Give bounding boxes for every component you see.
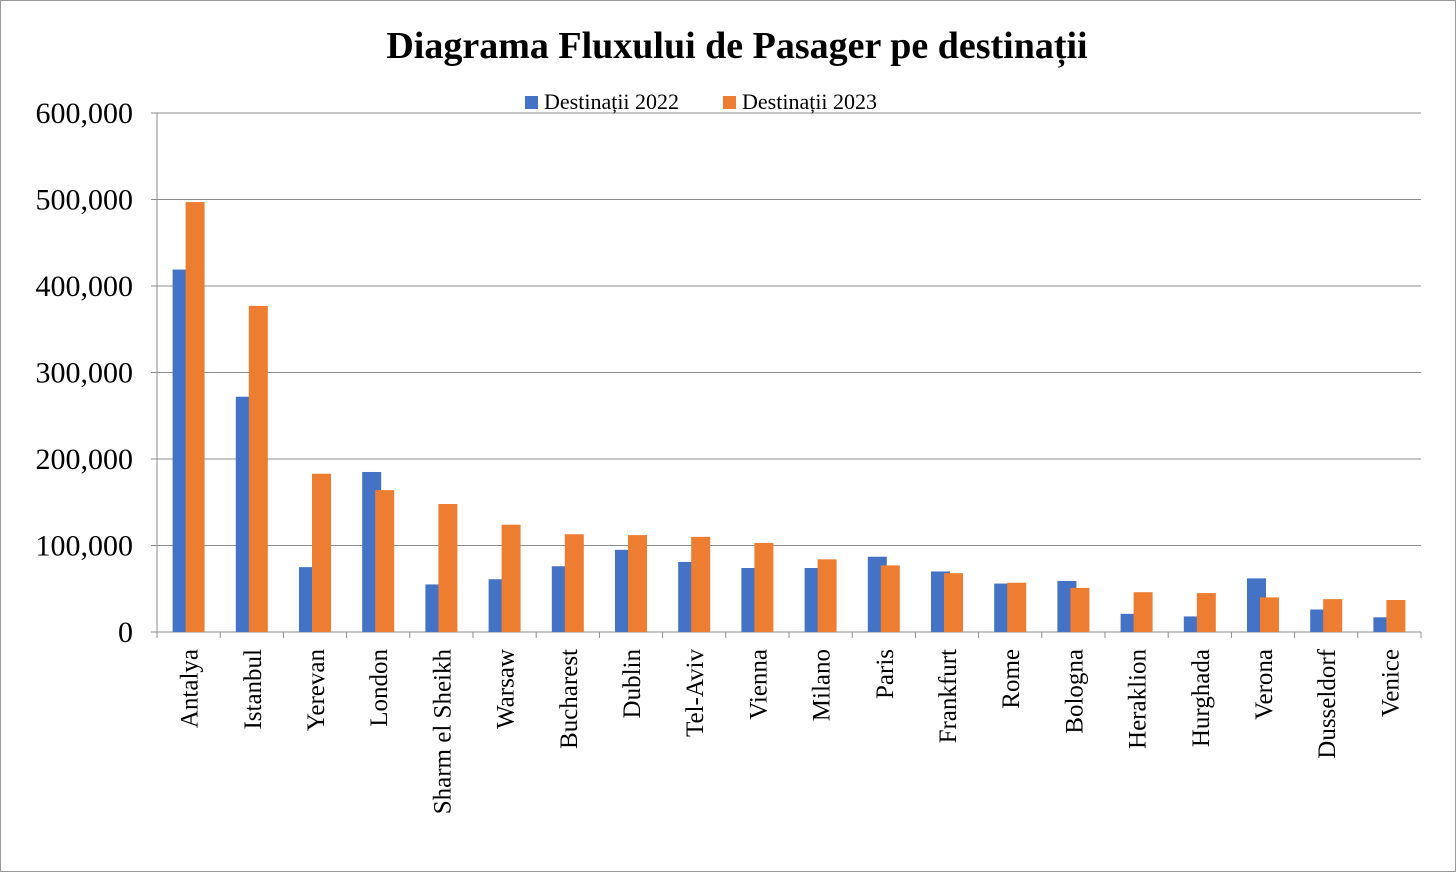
y-tick-label: 400,000 bbox=[36, 270, 134, 303]
category-label: Frankfurt bbox=[935, 649, 962, 743]
legend-swatch bbox=[723, 96, 736, 109]
category-label: Dublin bbox=[619, 649, 646, 719]
category-label: Warsaw bbox=[493, 649, 520, 729]
bar-sharm-el-sheikh-series-2 bbox=[438, 503, 458, 632]
bar-milano-series-2 bbox=[817, 559, 837, 632]
bar-tel-aviv-series-2 bbox=[691, 536, 711, 632]
y-tick-label: 100,000 bbox=[36, 530, 134, 563]
category-label: Hurghada bbox=[1188, 649, 1215, 747]
bar-yerevan-series-2 bbox=[312, 473, 331, 632]
bar-istanbul-series-2 bbox=[248, 305, 268, 632]
y-tick-label: 0 bbox=[118, 616, 133, 649]
category-label: Heraklion bbox=[1125, 649, 1152, 749]
category-label: Antalya bbox=[177, 649, 204, 728]
category-label: Rome bbox=[998, 649, 1025, 709]
y-tick-label: 500,000 bbox=[36, 184, 134, 217]
bar-dublin-series-2 bbox=[628, 535, 647, 632]
category-label: Verona bbox=[1251, 649, 1278, 720]
category-label: Bucharest bbox=[556, 649, 583, 749]
bar-paris-series-2 bbox=[880, 565, 900, 632]
bar-rome-series-2 bbox=[1007, 582, 1027, 632]
category-label: Vienna bbox=[745, 649, 772, 720]
category-label: Sharm el Sheikh bbox=[429, 649, 456, 815]
bar-vienna-series-2 bbox=[754, 542, 774, 632]
bar-venice-series-2 bbox=[1386, 599, 1406, 632]
bars bbox=[172, 202, 1406, 632]
bar-hurghada-series-2 bbox=[1196, 593, 1216, 632]
category-label: Bologna bbox=[1061, 649, 1088, 734]
bar-london-series-2 bbox=[375, 490, 395, 632]
bar-dusseldorf-series-2 bbox=[1323, 599, 1343, 632]
category-label: Istanbul bbox=[240, 649, 267, 730]
bar-bologna-series-2 bbox=[1070, 587, 1090, 632]
y-tick-label: 300,000 bbox=[36, 357, 134, 390]
chart-title: Diagrama Fluxului de Pasager pe destinaț… bbox=[386, 25, 1087, 68]
category-label: Dusseldorf bbox=[1314, 648, 1341, 758]
axes bbox=[151, 112, 1422, 638]
category-label: Milano bbox=[809, 649, 836, 721]
y-tick-label: 600,000 bbox=[36, 97, 134, 130]
bar-verona-series-2 bbox=[1260, 597, 1279, 632]
y-axis-ticks: 0 100,000 200,000 300,000 400,000 500,000 600,… bbox=[36, 97, 134, 649]
bar-frankfurt-series-2 bbox=[944, 573, 963, 632]
legend-label: Destinații 2023 bbox=[742, 89, 877, 114]
category-label: Paris bbox=[872, 649, 899, 699]
category-label: Venice bbox=[1377, 649, 1404, 717]
bar-antalya-series-2 bbox=[185, 202, 205, 632]
bar-bucharest-series-2 bbox=[564, 534, 584, 632]
x-axis-category-labels: Antalya Istanbul Yerevan London Sharm el She… bbox=[177, 648, 1405, 814]
legend: Destinații 2022 Destinații 2023 bbox=[525, 89, 877, 114]
category-label: London bbox=[366, 649, 393, 727]
category-label: Yerevan bbox=[303, 649, 330, 732]
category-label: Tel-Aviv bbox=[682, 649, 709, 738]
bar-warsaw-series-2 bbox=[501, 524, 521, 632]
y-tick-label: 200,000 bbox=[36, 443, 134, 476]
legend-swatch bbox=[525, 96, 538, 109]
bar-heraklion-series-2 bbox=[1133, 592, 1153, 632]
gridlines bbox=[157, 112, 1421, 546]
legend-label: Destinații 2022 bbox=[544, 89, 679, 114]
